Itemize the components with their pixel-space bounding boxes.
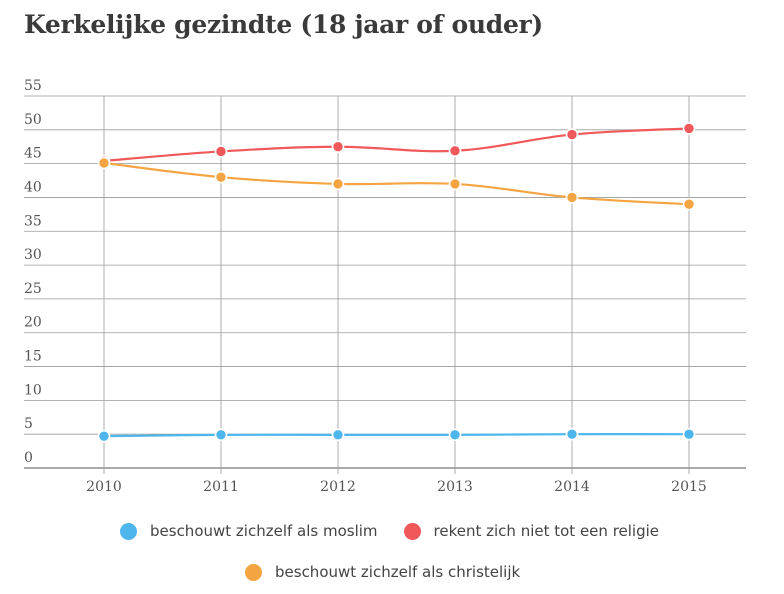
data-point-moslim[interactable] <box>448 428 462 442</box>
series-line-geen-religie <box>103 127 690 163</box>
x-tick-label: 2012 <box>320 479 356 495</box>
legend-marker-christelijk <box>245 563 262 581</box>
x-tick-label: 2015 <box>671 479 707 495</box>
legend-label-geen-religie: rekent zich niet tot een religie <box>433 522 660 540</box>
series-lines <box>103 127 690 438</box>
y-tick-label: 35 <box>24 213 42 229</box>
data-point-geen-religie[interactable] <box>448 144 462 158</box>
x-axis-tick-labels: 2010 2011 2012 2013 2014 2015 <box>86 479 707 495</box>
series-points <box>97 122 696 443</box>
legend-marker-geen-religie <box>403 522 421 540</box>
y-tick-label: 30 <box>24 247 42 263</box>
data-point-geen-religie[interactable] <box>565 128 579 141</box>
data-point-moslim[interactable] <box>331 428 345 442</box>
data-point-moslim[interactable] <box>565 427 579 441</box>
y-tick-label: 55 <box>24 78 42 94</box>
data-point-christelijk[interactable] <box>97 156 111 170</box>
y-tick-label: 15 <box>24 349 42 365</box>
data-point-geen-religie[interactable] <box>331 140 345 154</box>
y-tick-label: 0 <box>24 450 33 466</box>
x-tick-label: 2010 <box>86 479 122 495</box>
y-tick-label: 10 <box>24 382 42 398</box>
data-point-geen-religie[interactable] <box>682 122 696 135</box>
data-point-christelijk[interactable] <box>682 197 696 211</box>
legend-label-moslim: beschouwt zichzelf als moslim <box>150 522 378 540</box>
data-point-moslim[interactable] <box>682 427 696 441</box>
y-tick-label: 50 <box>24 112 42 128</box>
legend-item-christelijk[interactable]: beschouwt zichzelf als christelijk <box>245 563 520 581</box>
chart-title: Kerkelijke gezindte (18 jaar of ouder) <box>24 10 543 39</box>
y-tick-label: 20 <box>24 315 42 331</box>
data-point-christelijk[interactable] <box>331 177 345 191</box>
legend-marker-moslim <box>120 522 137 540</box>
data-point-moslim[interactable] <box>97 429 111 443</box>
y-tick-label: 25 <box>24 281 42 297</box>
series-line-christelijk <box>103 161 690 206</box>
legend-label-christelijk: beschouwt zichzelf als christelijk <box>275 563 521 581</box>
series-line-moslim <box>103 433 690 438</box>
legend-item-moslim[interactable]: beschouwt zichzelf als moslim <box>120 522 378 540</box>
x-tick-label: 2014 <box>554 479 590 495</box>
grid <box>24 95 746 474</box>
x-tick-label: 2013 <box>437 479 473 495</box>
data-point-moslim[interactable] <box>214 428 228 442</box>
y-tick-label: 5 <box>24 416 33 432</box>
data-point-christelijk[interactable] <box>565 191 579 204</box>
legend-item-geen-religie[interactable]: rekent zich niet tot een religie <box>403 522 660 540</box>
legend-row-2: beschouwt zichzelf als christelijk <box>245 563 520 581</box>
y-axis-tick-labels: 0 5 10 15 20 25 30 35 40 45 50 55 <box>24 78 42 466</box>
data-point-christelijk[interactable] <box>448 177 462 191</box>
data-point-geen-religie[interactable] <box>214 145 228 158</box>
x-tick-label: 2011 <box>203 479 239 495</box>
y-tick-label: 40 <box>24 179 42 195</box>
y-tick-label: 45 <box>24 146 42 162</box>
data-point-christelijk[interactable] <box>214 170 228 184</box>
legend-row-1: beschouwt zichzelf als moslim rekent zic… <box>120 522 659 540</box>
